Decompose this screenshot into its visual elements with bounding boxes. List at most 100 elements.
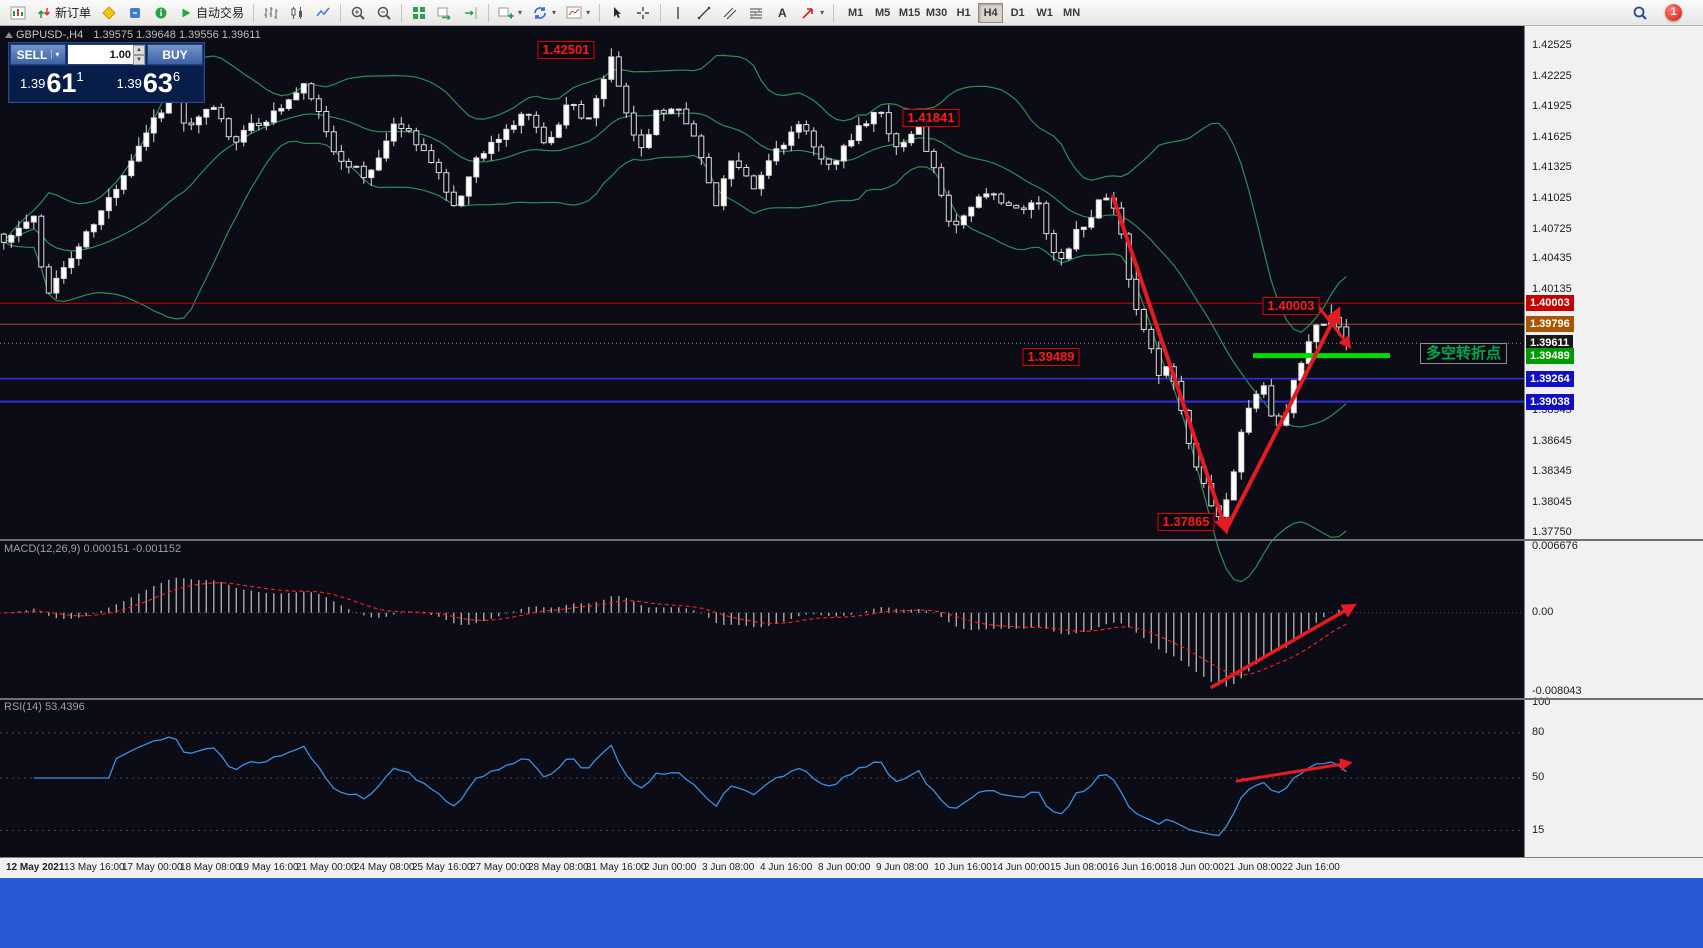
time-axis-label: 21 May 00:00 <box>296 862 357 873</box>
vertical-line-icon <box>677 6 679 19</box>
vertical-line-tool[interactable] <box>665 2 691 24</box>
macd-pane[interactable] <box>0 577 1524 687</box>
chart-shift-icon <box>465 6 477 19</box>
tile-windows-button[interactable] <box>406 2 432 24</box>
cursor-icon <box>614 6 622 18</box>
price-callout[interactable]: 1.37865 <box>1157 513 1215 531</box>
dropdown-caret-icon: ▾ <box>586 8 591 17</box>
trendline-icon <box>697 6 711 19</box>
line-chart-button[interactable] <box>310 2 336 24</box>
symbol-info: GBPUSD-,H4 1.39575 1.39648 1.39556 1.396… <box>16 29 261 41</box>
trend-arrows-layer[interactable] <box>1111 195 1357 783</box>
metaeditor-button[interactable] <box>96 2 122 24</box>
timeframe-m30[interactable]: M30 <box>925 6 948 19</box>
notification-badge[interactable]: 1 <box>1665 4 1682 21</box>
price-tick: 1.38645 <box>1532 434 1572 447</box>
time-axis-label: 18 Jun 00:00 <box>1166 862 1224 873</box>
timeframe-m15[interactable]: M15 <box>898 6 921 19</box>
sell-dropdown-caret-icon[interactable]: ▾ <box>51 50 59 59</box>
dropdown-caret-icon: ▾ <box>518 8 523 17</box>
candlestick-chart-button[interactable] <box>284 2 310 24</box>
time-axis-label: 14 Jun 00:00 <box>992 862 1050 873</box>
profiles-button[interactable]: ▾ <box>527 2 561 24</box>
lot-decrease-button[interactable]: ▼ <box>133 55 145 65</box>
price-callout[interactable]: 1.41841 <box>902 109 960 127</box>
bar-chart-button[interactable] <box>258 2 284 24</box>
candles-layer[interactable] <box>0 48 1350 523</box>
sell-price[interactable]: 1.39 61 1 <box>10 66 107 101</box>
add-chart-button[interactable]: ▾ <box>493 2 527 24</box>
rsi-scale-label: 50 <box>1532 771 1545 783</box>
zoom-out-button[interactable] <box>371 2 397 24</box>
buy-price[interactable]: 1.39 63 6 <box>107 66 204 101</box>
search-button[interactable] <box>1627 2 1653 24</box>
toolbar-separator <box>599 3 601 22</box>
rsi-scale-label: 80 <box>1532 726 1545 738</box>
time-axis-label: 25 May 16:00 <box>412 862 473 873</box>
price-callout[interactable]: 1.39489 <box>1022 348 1080 366</box>
autotrading-button[interactable]: 自动交易 <box>174 2 249 24</box>
community-button[interactable] <box>148 2 174 24</box>
price-tick: 1.40725 <box>1532 222 1572 235</box>
price-marker: 1.39489 <box>1526 347 1574 364</box>
algo-trading-icon <box>130 7 141 18</box>
note-label[interactable]: 多空转折点 <box>1420 343 1508 364</box>
timeframe-m1[interactable]: M1 <box>847 6 864 19</box>
price-marker: 1.39264 <box>1526 370 1574 387</box>
profiles-icon <box>534 6 546 19</box>
time-axis-label: 15 Jun 08:00 <box>1050 862 1108 873</box>
indicators-button[interactable]: ▾ <box>561 2 595 24</box>
price-callout[interactable]: 1.40003 <box>1262 297 1320 315</box>
symbol-ohlc: 1.39575 1.39648 1.39556 1.39611 <box>93 29 261 41</box>
time-axis-label: 9 Jun 08:00 <box>876 862 929 873</box>
trendline-tool[interactable] <box>691 2 717 24</box>
timeframe-h1[interactable]: H1 <box>956 6 971 19</box>
text-tool[interactable]: A <box>769 2 795 24</box>
sell-button[interactable]: SELL ▾ <box>10 44 66 65</box>
buy-button[interactable]: BUY <box>147 44 203 65</box>
timeframe-h4[interactable]: H4 <box>978 2 1004 23</box>
add-chart-icon <box>498 7 514 18</box>
time-axis[interactable]: 12 May 2021 13 May 16:00 17 May 00:00 18 Ma… <box>0 857 1703 878</box>
tile-windows-icon <box>413 6 426 19</box>
timeframe-d1[interactable]: D1 <box>1010 6 1025 19</box>
chart-canvas[interactable] <box>0 0 1524 878</box>
price-scale[interactable]: 1.42525 1.42225 1.41925 1.41625 1.41325 1.410… <box>1524 26 1703 857</box>
new-order-button[interactable]: 新订单 <box>31 2 96 24</box>
candlestick-chart-icon <box>291 6 303 19</box>
rsi-scale-label: 15 <box>1532 823 1545 836</box>
lot-increase-button[interactable]: ▲ <box>133 45 145 55</box>
buy-price-big: 63 <box>142 68 173 98</box>
crosshair-button[interactable] <box>630 2 656 24</box>
lot-size-input[interactable] <box>68 45 133 64</box>
time-axis-label: 28 May 08:00 <box>528 862 589 873</box>
auto-scroll-button[interactable] <box>432 2 458 24</box>
arrows-tool[interactable]: ▾ <box>795 2 829 24</box>
indicators-icon <box>566 6 582 18</box>
cursor-button[interactable] <box>604 2 630 24</box>
toolbar-separator <box>401 3 403 22</box>
new-chart-button[interactable] <box>5 2 31 24</box>
price-callout[interactable]: 1.42501 <box>537 41 595 59</box>
algo-trading-button[interactable] <box>122 2 148 24</box>
community-icon <box>155 7 167 18</box>
price-tick: 1.38045 <box>1532 495 1572 508</box>
price-tick: 1.38345 <box>1532 465 1572 478</box>
rsi-pane[interactable] <box>0 732 1524 837</box>
zoom-in-button[interactable] <box>345 2 371 24</box>
price-tick: 1.42225 <box>1532 69 1572 82</box>
chart-shift-button[interactable] <box>458 2 484 24</box>
channel-tool[interactable] <box>717 2 743 24</box>
zoom-in-icon <box>351 6 365 20</box>
autotrading-label: 自动交易 <box>196 6 245 20</box>
timeframe-m5[interactable]: M5 <box>874 6 891 19</box>
trade-panel-toggle-icon[interactable] <box>5 32 13 38</box>
timeframe-mn[interactable]: MN <box>1063 6 1081 19</box>
time-axis-label: 8 Jun 00:00 <box>818 862 871 873</box>
metaeditor-icon <box>102 5 116 20</box>
fibonacci-tool[interactable] <box>743 2 769 24</box>
timeframe-w1[interactable]: W1 <box>1036 6 1053 19</box>
buy-price-sup: 6 <box>172 69 181 84</box>
